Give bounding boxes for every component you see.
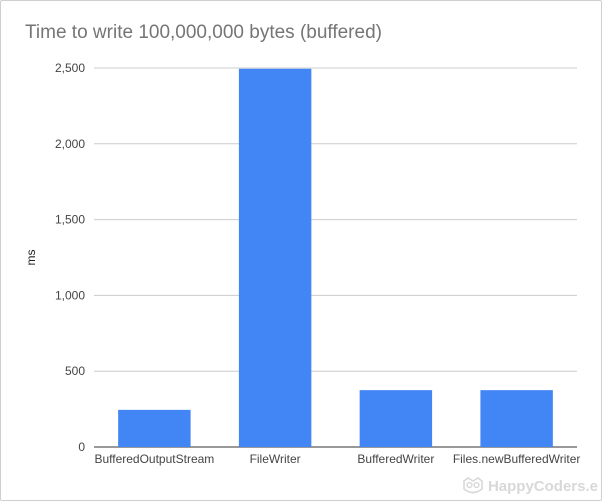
y-axis-title: ms bbox=[24, 250, 38, 266]
y-tick-label: 0 bbox=[78, 440, 85, 454]
bar bbox=[118, 409, 191, 447]
x-axis-ticks: BufferedOutputStream FileWriter BufferedWr… bbox=[94, 452, 580, 466]
watermark: HappyCoders.e bbox=[462, 477, 598, 495]
bar bbox=[238, 68, 312, 448]
chart-title: Time to write 100,000,000 bytes (buffere… bbox=[25, 22, 382, 43]
owl-logo-icon bbox=[463, 477, 483, 494]
bar bbox=[359, 390, 433, 447]
y-tick-label: 2,000 bbox=[55, 137, 85, 151]
x-tick-label: BufferedOutputStream bbox=[94, 452, 214, 466]
x-tick-label: FileWriter bbox=[250, 452, 301, 466]
bar bbox=[480, 390, 553, 447]
bars bbox=[118, 68, 553, 448]
y-tick-label: 1,500 bbox=[55, 213, 85, 227]
x-tick-label: Files.newBufferedWriter bbox=[453, 452, 581, 466]
y-tick-label: 1,000 bbox=[55, 288, 85, 302]
y-tick-label: 500 bbox=[65, 364, 85, 378]
watermark-text: HappyCoders.e bbox=[487, 477, 598, 495]
y-axis-ticks: 0 500 1,000 1,500 2,000 2,500 bbox=[55, 61, 85, 454]
x-tick-label: BufferedWriter bbox=[357, 452, 434, 466]
y-tick-label: 2,500 bbox=[55, 61, 85, 75]
